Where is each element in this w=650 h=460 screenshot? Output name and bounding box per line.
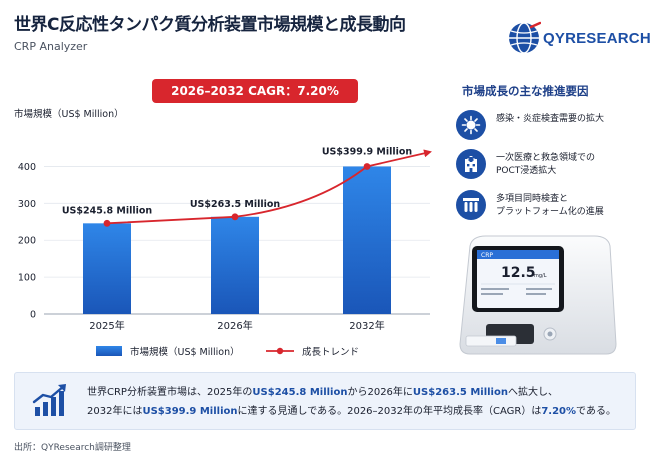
bar xyxy=(83,223,131,314)
lab-instrument-icon xyxy=(456,190,486,220)
trend-point xyxy=(363,163,371,170)
source-note: 出所：QYResearch調研整理 xyxy=(14,443,131,453)
driver-item-infection: 感染・炎症検査需要の拡大 xyxy=(456,110,640,142)
qyresearch-logo: QYRESEARCH xyxy=(507,10,650,66)
globe-icon xyxy=(509,21,541,54)
summary-box: 世界CRP分析装置市場は、2025年のUS$245.8 Millionから202… xyxy=(14,372,636,430)
virus-icon xyxy=(456,110,486,140)
data-label: US$399.9 Million xyxy=(322,146,413,157)
page-subtitle: CRP Analyzer xyxy=(14,40,88,53)
y-tick-label: 300 xyxy=(18,199,36,210)
driver-text: 多項目同時検査と プラットフォーム化の進展 xyxy=(496,194,604,217)
trend-point xyxy=(103,219,111,227)
y-tick-label: 200 xyxy=(18,236,36,247)
legend-label-bars: 市場規模（US$ Million） xyxy=(130,346,240,358)
screen-unit: mg/L xyxy=(534,273,547,279)
crp-analyzer-device: CRP 12.5 mg/L xyxy=(459,235,617,355)
drivers-title: 市場成長の主な推進要因 xyxy=(462,84,589,98)
cagr-badge: 2026–2032 CAGR：7.20% xyxy=(152,79,358,103)
y-tick-label: 100 xyxy=(18,273,36,284)
y-axis-title: 市場規模（US$ Million） xyxy=(14,108,124,120)
driver-item-poct: 一次医療と救急領域での POCT浸透拡大 xyxy=(456,149,640,181)
driver-text: 一次医療と救急領域での POCT浸透拡大 xyxy=(496,153,596,176)
data-label: US$263.5 Million xyxy=(190,199,281,210)
screen-title: CRP xyxy=(481,252,493,259)
y-tick-label: 0 xyxy=(30,310,36,321)
screen-reading: 12.5 xyxy=(501,265,536,281)
hospital-icon xyxy=(456,149,486,179)
data-label: US$245.8 Million xyxy=(62,205,153,216)
legend-swatch-bars xyxy=(96,346,122,356)
x-tick-label: 2025年 xyxy=(89,319,124,332)
driver-text: 感染・炎症検査需要の拡大 xyxy=(496,114,605,124)
market-size-chart: 市場規模（US$ Million） 0 100 200 300 400 2025年 2026… xyxy=(14,108,432,358)
bar xyxy=(343,166,391,314)
trend-point xyxy=(231,213,239,221)
growth-chart-icon xyxy=(32,384,66,416)
logo-text: QYRESEARCH xyxy=(543,30,650,47)
x-tick-label: 2032年 xyxy=(349,319,384,332)
page-title: 世界C反応性タンパク質分析装置市場規模と成長動向 xyxy=(14,15,406,35)
x-tick-label: 2026年 xyxy=(217,319,252,332)
legend-label-trend: 成長トレンド xyxy=(302,346,359,358)
legend-marker-trend xyxy=(276,347,284,355)
y-tick-label: 400 xyxy=(18,162,36,173)
driver-item-multiplex: 多項目同時検査と プラットフォーム化の進展 xyxy=(456,190,640,222)
summary-text: 世界CRP分析装置市場は、2025年のUS$245.8 Millionから202… xyxy=(87,387,616,417)
bar xyxy=(211,216,259,314)
